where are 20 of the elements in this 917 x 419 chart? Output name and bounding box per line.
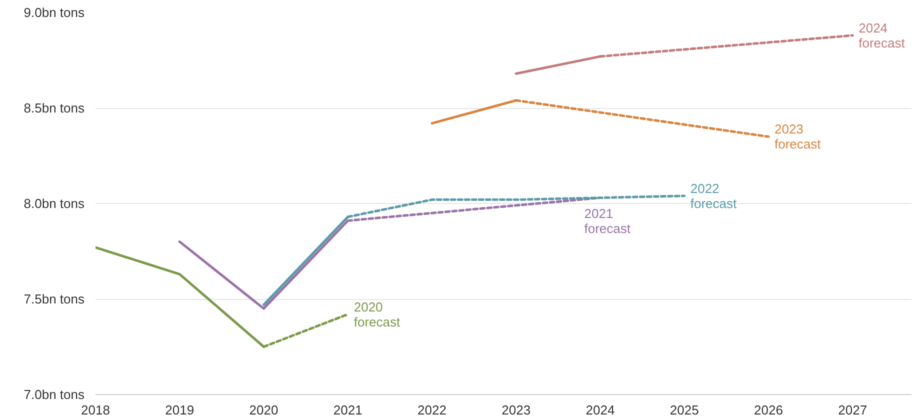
series-label: 2022 forecast <box>690 180 737 211</box>
x-tick-label: 2021 <box>333 402 362 418</box>
series-label: 2021 forecast <box>584 206 631 236</box>
x-tick-label: 2026 <box>754 402 783 418</box>
y-tick-label: 8.0bn tons <box>24 196 85 211</box>
x-tick-label: 2018 <box>81 402 110 418</box>
x-tick-label: 2019 <box>165 402 194 418</box>
x-tick-label: 2024 <box>586 402 615 418</box>
x-tick-label: 2022 <box>418 402 446 418</box>
series-label: 2020 forecast <box>354 299 400 330</box>
x-tick-label: 2025 <box>670 402 699 418</box>
y-tick-label: 9.0bn tons <box>24 5 85 20</box>
series-label: 2023 forecast <box>774 122 822 152</box>
x-tick-label: 2023 <box>502 402 531 418</box>
y-tick-label: 7.5bn tons <box>24 292 85 306</box>
x-tick-label: 2027 <box>838 402 868 418</box>
y-tick-label: 8.5bn tons <box>24 100 85 116</box>
x-tick-label: 2020 <box>249 402 278 418</box>
series-label: 2024 forecast <box>858 20 906 50</box>
y-tick-label: 7.0bn tons <box>24 387 85 402</box>
